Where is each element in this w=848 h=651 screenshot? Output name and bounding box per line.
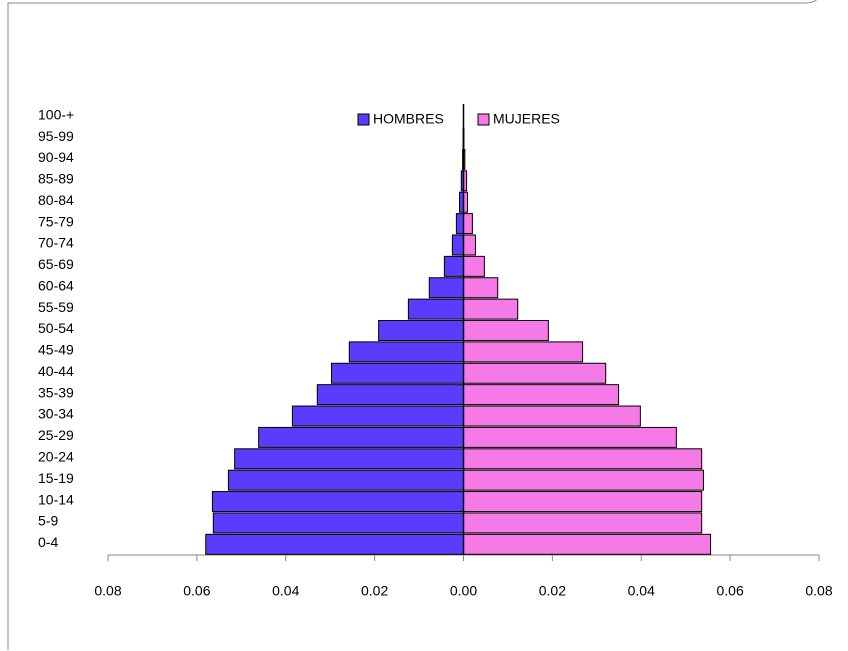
x-tick-label: 0.08 (805, 583, 832, 599)
bar (463, 298, 519, 320)
x-tick-label: 0.04 (628, 583, 655, 599)
bar (316, 384, 464, 406)
y-tick-label: 35-39 (38, 384, 74, 400)
bar (463, 277, 499, 299)
legend-label: MUJERES (493, 111, 560, 127)
legend-swatch (357, 113, 370, 126)
y-tick-label: 65-69 (38, 256, 74, 272)
bar (451, 234, 464, 256)
y-tick-label: 100-+ (38, 106, 74, 122)
y-tick-label: 50-54 (38, 320, 74, 336)
y-tick-label: 75-79 (38, 213, 74, 229)
bar (291, 405, 464, 427)
y-tick-label: 45-49 (38, 342, 74, 358)
x-tick-label: 0.06 (717, 583, 744, 599)
bar (331, 362, 464, 384)
bar (463, 362, 607, 384)
y-tick-label: 55-59 (38, 299, 74, 315)
y-tick-label: 80-84 (38, 192, 74, 208)
y-tick-label: 85-89 (38, 171, 74, 187)
bar (227, 469, 464, 491)
legend-swatch (477, 113, 490, 126)
bar (205, 533, 464, 555)
bar (443, 255, 465, 277)
y-tick-label: 70-74 (38, 235, 74, 251)
bar (463, 512, 703, 534)
bar (463, 384, 620, 406)
y-tick-label: 25-29 (38, 427, 74, 443)
y-tick-label: 95-99 (38, 128, 74, 144)
bar (463, 469, 704, 491)
bar (463, 255, 485, 277)
bar (463, 320, 549, 341)
bar (455, 213, 465, 235)
bar (407, 298, 464, 320)
x-tick-label: 0.02 (361, 583, 388, 599)
y-tick-label: 20-24 (38, 448, 74, 464)
y-tick-label: 90-94 (38, 149, 74, 165)
bar (212, 512, 464, 534)
x-tick-label: 0.04 (272, 583, 299, 599)
y-tick-label: 0-4 (38, 534, 58, 550)
bar (378, 320, 465, 341)
bar (463, 491, 703, 513)
bar (463, 213, 473, 235)
bar (348, 341, 464, 363)
chart-frame (7, 0, 817, 650)
bar (234, 448, 464, 470)
bar (463, 341, 584, 363)
bar (463, 426, 677, 448)
x-tick-label: 0.02 (539, 583, 566, 599)
y-tick-label: 15-19 (38, 470, 74, 486)
bar (463, 448, 703, 470)
bar (463, 405, 641, 427)
y-tick-label: 60-64 (38, 277, 74, 293)
bar (258, 426, 464, 448)
y-tick-label: 5-9 (38, 513, 58, 529)
x-tick-label: 0.06 (183, 583, 210, 599)
bar (211, 491, 464, 513)
bar (428, 277, 464, 299)
y-tick-label: 40-44 (38, 363, 74, 379)
legend-label: HOMBRES (373, 111, 444, 127)
y-tick-label: 30-34 (38, 406, 74, 422)
bar (463, 533, 712, 555)
x-tick-label: 0.08 (94, 583, 121, 599)
y-tick-label: 10-14 (38, 491, 74, 507)
x-tick-label: 0.00 (450, 583, 477, 599)
bar (463, 234, 476, 256)
